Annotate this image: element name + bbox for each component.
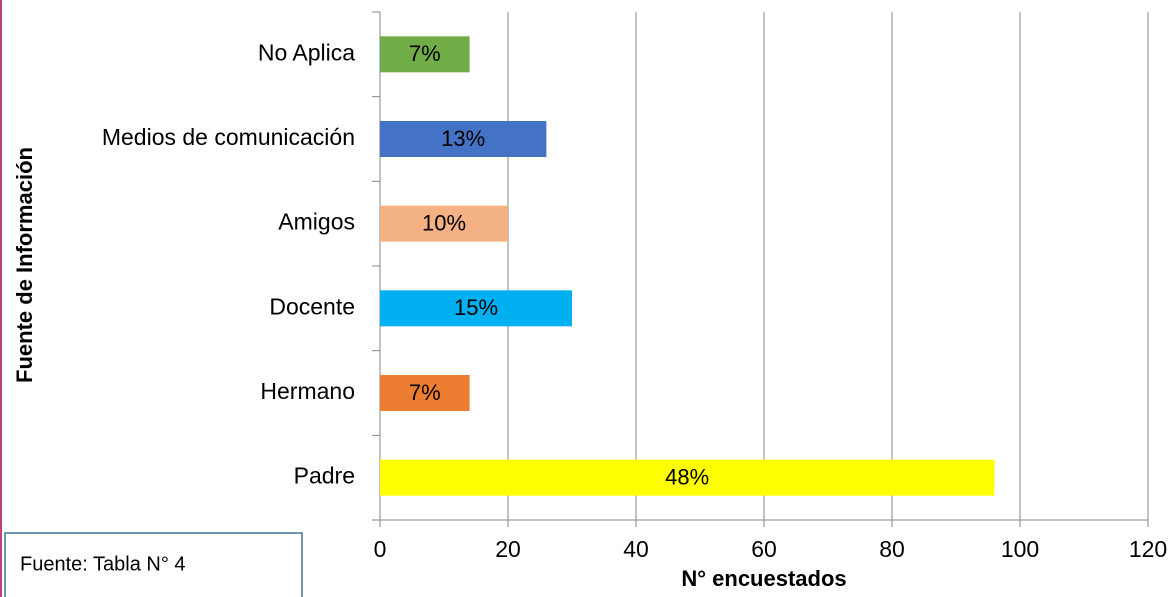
y-tick-label: Docente [269, 293, 355, 319]
bar [380, 205, 508, 242]
x-tick-label: 100 [1001, 536, 1039, 562]
bar-label: 13% [441, 126, 485, 151]
bar-label: 7% [409, 41, 441, 66]
x-tick-label: 120 [1129, 536, 1167, 562]
source-box [4, 532, 303, 597]
y-axis-title: Fuente de Información [12, 147, 37, 383]
bar-label: 15% [454, 295, 498, 320]
y-tick-label: Hermano [260, 378, 355, 404]
x-tick-label: 20 [495, 536, 521, 562]
bar [380, 375, 470, 411]
source-text: Fuente: Tabla N° 4 [20, 553, 186, 575]
x-axis-title: N° encuestados [681, 566, 846, 591]
x-tick-label: 40 [623, 536, 649, 562]
x-tick-label: 0 [374, 536, 387, 562]
y-tick-label: No Aplica [258, 39, 355, 65]
y-tick-label: Amigos [278, 209, 355, 235]
bar [380, 290, 572, 327]
bar [380, 121, 547, 157]
bar [380, 459, 995, 496]
bar-label: 10% [422, 210, 466, 235]
bar-label: 48% [665, 464, 709, 489]
x-tick-label: 80 [879, 536, 905, 562]
y-tick-label: Medios de comunicación [102, 124, 355, 150]
bar [380, 36, 470, 73]
x-tick-label: 60 [751, 536, 777, 562]
y-tick-label: Padre [294, 463, 355, 489]
bar-label: 7% [409, 380, 441, 405]
